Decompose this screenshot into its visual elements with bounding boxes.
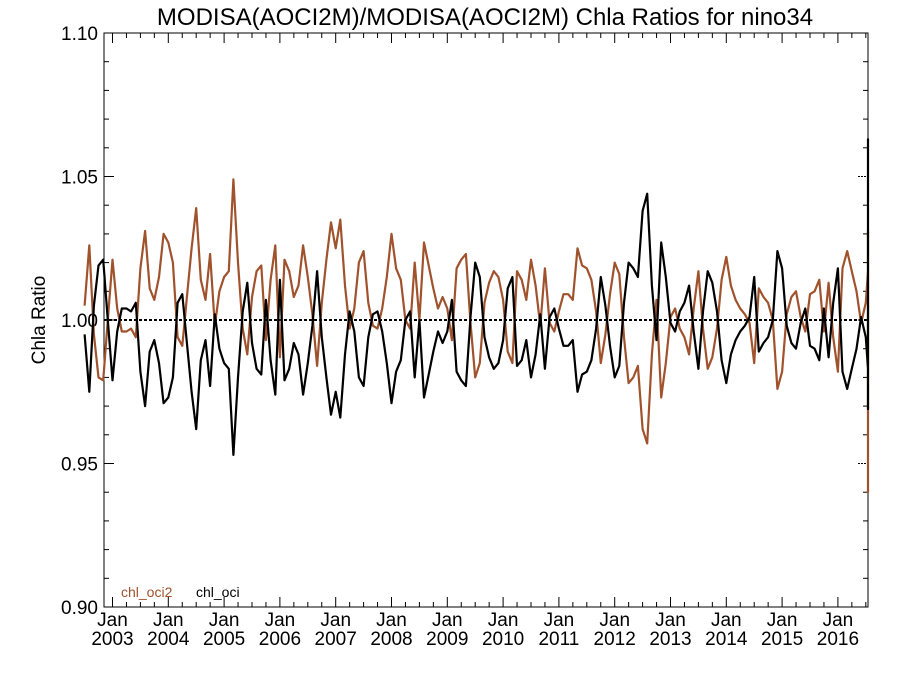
x-tick-month-label: Jan [767, 610, 798, 631]
x-tick-year-label: 2015 [761, 629, 803, 650]
x-tick-month-label: Jan [376, 610, 407, 631]
y-tick-label: 0.95 [61, 455, 98, 476]
x-tick-year-label: 2005 [203, 629, 245, 650]
y-tick-label: 0.90 [61, 598, 98, 619]
x-tick-year-label: 2013 [649, 629, 691, 650]
chart-title: MODISA(AOCI2M)/MODISA(AOCI2M) Chla Ratio… [156, 4, 814, 31]
x-tick-month-label: Jan [544, 610, 575, 631]
x-tick-month-label: Jan [432, 610, 463, 631]
y-tick-label: 1.05 [61, 168, 98, 189]
x-tick-month-label: Jan [823, 610, 854, 631]
series-line-chl_oci [83, 138, 870, 456]
x-tick-month-label: Jan [265, 610, 296, 631]
x-tick-month-label: Jan [320, 610, 351, 631]
x-tick-year-label: 2009 [426, 629, 468, 650]
x-tick-month-label: Jan [488, 610, 519, 631]
x-tick-year-label: 2006 [259, 629, 301, 650]
x-tick-month-label: Jan [599, 610, 630, 631]
x-tick-year-label: 2011 [538, 629, 579, 650]
x-tick-month-label: Jan [655, 610, 686, 631]
x-tick-year-label: 2003 [91, 629, 133, 650]
x-tick-year-label: 2014 [705, 629, 748, 650]
x-tick-year-label: 2008 [370, 629, 412, 650]
x-tick-month-label: Jan [97, 610, 128, 631]
x-tick-month-label: Jan [711, 610, 742, 631]
y-tick-label: 1.00 [61, 311, 98, 332]
x-tick-year-label: 2007 [315, 629, 357, 650]
x-tick-year-label: 2010 [482, 629, 524, 650]
x-tick-year-label: 2012 [594, 629, 636, 650]
x-tick-year-label: 2004 [147, 629, 190, 650]
x-tick-month-label: Jan [153, 610, 184, 631]
legend-entry-chl_oci2: chl_oci2 [121, 584, 173, 600]
y-tick-label: 1.10 [61, 24, 98, 45]
series-line-chl_oci2 [83, 178, 870, 494]
x-tick-month-label: Jan [209, 610, 240, 631]
x-tick-year-label: 2016 [817, 629, 859, 650]
legend-entry-chl_oci: chl_oci [196, 584, 240, 600]
